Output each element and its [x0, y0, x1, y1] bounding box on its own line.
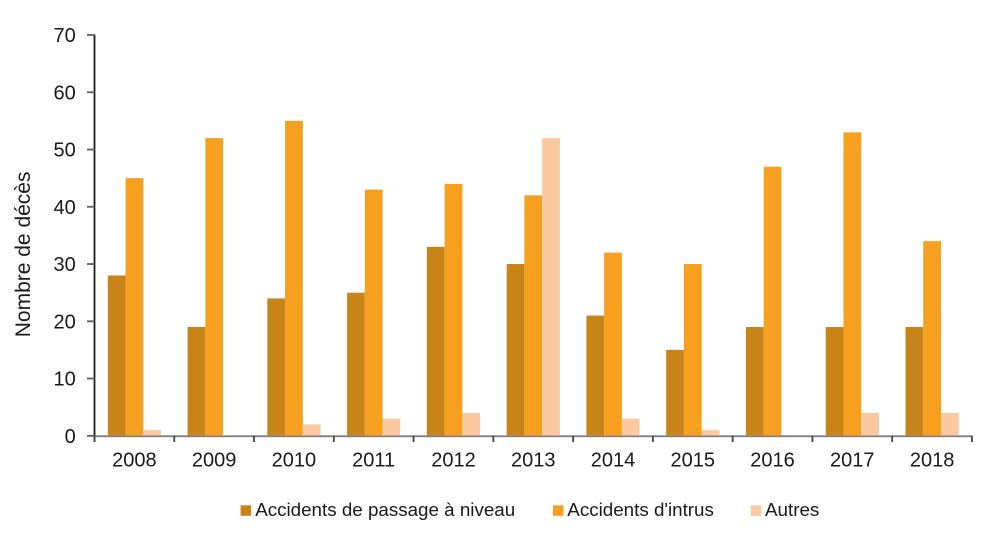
svg-text:2012: 2012: [431, 449, 476, 471]
svg-text:70: 70: [54, 25, 76, 47]
svg-text:Autres: Autres: [765, 499, 819, 520]
svg-text:2008: 2008: [112, 449, 157, 471]
svg-text:Accidents d'intrus: Accidents d'intrus: [567, 499, 714, 520]
svg-text:10: 10: [54, 369, 76, 391]
svg-text:50: 50: [54, 140, 76, 162]
svg-text:20: 20: [54, 311, 76, 333]
svg-text:0: 0: [65, 426, 76, 448]
svg-text:2015: 2015: [671, 449, 716, 471]
svg-text:2018: 2018: [910, 449, 955, 471]
svg-text:2014: 2014: [591, 449, 636, 471]
svg-text:2009: 2009: [192, 449, 237, 471]
svg-text:Accidents de passage à niveau: Accidents de passage à niveau: [255, 499, 515, 520]
svg-text:2016: 2016: [750, 449, 795, 471]
svg-text:2013: 2013: [511, 449, 556, 471]
svg-text:30: 30: [54, 254, 76, 276]
svg-text:2017: 2017: [830, 449, 875, 471]
svg-text:40: 40: [54, 197, 76, 219]
svg-text:2011: 2011: [352, 449, 395, 471]
svg-text:2010: 2010: [272, 449, 317, 471]
svg-text:60: 60: [54, 82, 76, 104]
svg-text:Nombre de décès: Nombre de décès: [12, 172, 35, 338]
